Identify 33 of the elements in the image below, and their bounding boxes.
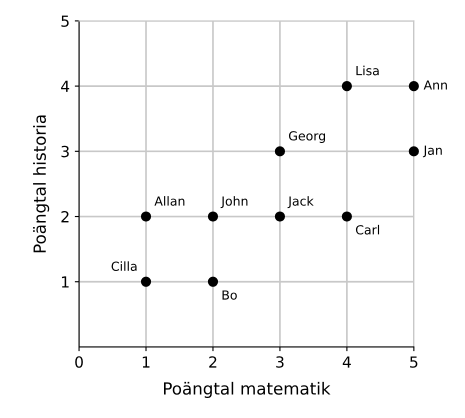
y-tick-label: 4 (61, 80, 70, 92)
annotation: Bo (222, 290, 237, 300)
annotation: Georg (288, 131, 326, 143)
x-tick-label: 0 (75, 356, 83, 368)
y-tick-label: 3 (61, 146, 69, 158)
x-tick-label: 2 (209, 356, 216, 368)
point (140, 211, 152, 222)
x-tick-label: 5 (410, 356, 418, 368)
x-tick-label: 3 (276, 356, 284, 368)
x-tick-label: 1 (142, 356, 150, 368)
point (140, 276, 152, 287)
annotation: John (220, 196, 248, 208)
y-tick-label: 5 (61, 16, 69, 27)
annotation: Jack (288, 196, 314, 208)
x-axis-title: Poängtal matematik (164, 382, 330, 398)
annotation: Ann (424, 80, 447, 90)
point (208, 276, 218, 287)
y-tick-label: 1 (62, 276, 69, 288)
point (274, 211, 286, 222)
annotation: Lisa (356, 66, 379, 76)
annotation: Cilla (112, 261, 137, 271)
annotation: Jan (422, 146, 442, 158)
point (208, 211, 218, 222)
annotation: Allan (154, 196, 184, 206)
point (408, 81, 419, 92)
y-tick-label: 2 (61, 210, 68, 222)
point (274, 146, 286, 156)
point (342, 211, 352, 222)
point (342, 81, 352, 92)
point (408, 146, 419, 156)
y-axis-title: Poängtal historia (33, 115, 50, 252)
x-tick-label: 4 (342, 356, 351, 368)
annotation: Carl (356, 224, 380, 235)
